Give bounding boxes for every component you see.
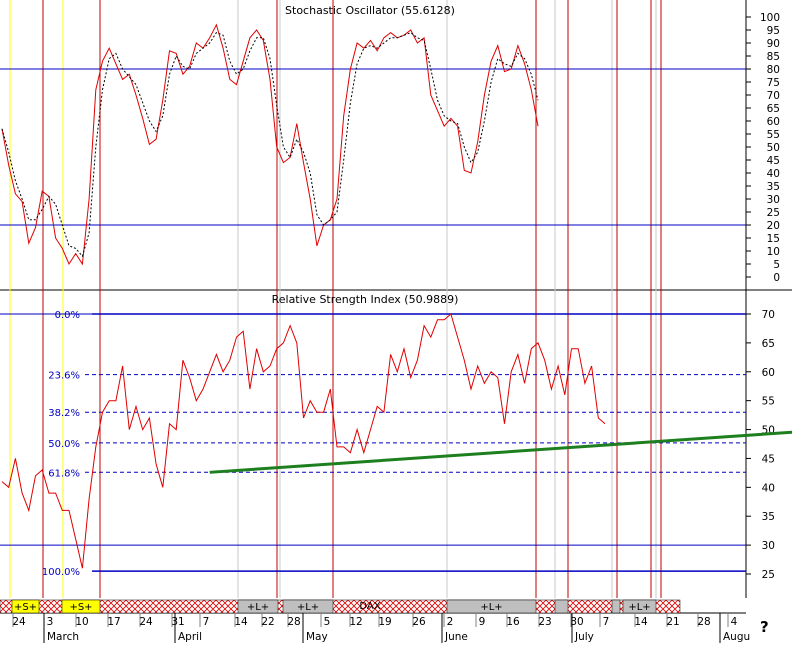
x-day-label: 23 [538,616,551,628]
signal-block [622,599,657,614]
rsi-line [1,313,606,569]
rsi-y-tick-label: 55 [762,396,775,408]
x-day-label: 24 [139,616,153,628]
signal-block-label: +L+ [628,602,650,613]
help-icon[interactable]: ? [760,618,769,636]
stoch-y-tick-label: 80 [767,64,780,76]
signal-block [61,599,101,614]
stoch-y-tick-label: 100 [760,12,780,24]
stoch-y-tick-label: 30 [767,194,780,206]
stoch-y-tick-label: 0 [773,272,780,284]
rsi-y-tick-label: 65 [762,338,775,350]
x-day-label: 31 [171,616,184,628]
dax-label: DAX [359,601,380,612]
signal-block-label: +L+ [247,602,269,613]
rsi-y-tick-label: 30 [762,540,775,552]
x-month-label: May [306,631,328,643]
stochastic-panel: Stochastic Oscillator (55.6128) 05101520… [0,4,780,284]
x-day-label: 21 [666,616,679,628]
signal-block [611,599,621,614]
signal-block-label: +S+ [69,602,92,613]
x-day-label: 26 [412,616,426,628]
x-day-label: 14 [634,616,648,628]
signal-block [11,599,40,614]
stoch-y-tick-label: 70 [767,90,780,102]
stoch-y-tick-label: 60 [767,116,780,128]
stoch-y-tick-label: 65 [767,103,780,115]
fib-level-label: 23.6% [48,371,80,382]
rsi-y-tick-label: 70 [762,309,775,321]
x-day-label: 14 [234,616,248,628]
x-day-label: 16 [506,616,520,628]
fib-level-label: 61.8% [48,468,80,479]
x-day-label: 19 [378,616,391,628]
x-month-label: April [178,631,202,643]
x-day-label: 7 [603,616,610,628]
stoch-y-tick-label: 25 [767,207,780,219]
stochastic-title: Stochastic Oscillator (55.6128) [285,4,455,17]
event-lines [9,0,662,598]
x-month-label: Augu [723,631,750,643]
stoch-y-tick-label: 45 [767,155,780,167]
x-day-label: 10 [75,616,88,628]
fib-level-label: 38.2% [48,408,80,419]
rsi-title: Relative Strength Index (50.9889) [272,293,459,306]
rsi-y-tick-label: 60 [762,367,775,379]
x-month-label: March [47,631,79,643]
stoch-y-tick-label: 15 [767,233,780,245]
x-day-label: 30 [570,616,583,628]
rsi-y-tick-label: 45 [762,453,775,465]
rsi-y-tick-label: 35 [762,511,775,523]
x-day-label: 22 [261,616,274,628]
x-day-label: 17 [107,616,120,628]
rsi-panel: Relative Strength Index (50.9889) 0.0% 23… [0,293,792,581]
stoch-y-tick-label: 90 [767,38,780,50]
x-month-label: July [574,631,594,643]
stoch-y-tick-label: 40 [767,168,780,180]
stoch-y-tick-label: 50 [767,142,780,154]
signal-block-label: +L+ [480,602,502,613]
stoch-y-tick-label: 35 [767,181,780,193]
x-day-label: 24 [12,616,26,628]
stoch-y-tick-label: 75 [767,77,780,89]
rsi-y-tick-label: 25 [762,569,775,581]
stoch-y-tick-label: 85 [767,51,780,63]
fib-level-label: 0.0% [55,310,80,321]
stoch-y-tick-label: 10 [767,246,780,258]
fib-level-label: 50.0% [48,439,80,450]
stoch-d-line [1,31,539,258]
x-day-label: 28 [697,616,710,628]
x-day-label: 2 [447,616,454,628]
fib-level-label: 100.0% [42,567,80,578]
x-day-label: 3 [47,616,54,628]
rsi-y-tick-label: 40 [762,482,775,494]
x-day-label: 5 [324,616,331,628]
stoch-y-tick-label: 95 [767,25,780,37]
signal-block [237,599,279,614]
stoch-y-tick-label: 20 [767,220,780,232]
time-axis: 24 3 10 17 24 31 7 14 22 28 5 12 19 26 2 9 16 23 30 7 14 21 28… [12,613,750,643]
x-day-label: 4 [731,616,738,628]
signal-block-label: +L+ [297,602,319,613]
stoch-y-tick-label: 5 [773,259,780,271]
stoch-y-tick-label: 55 [767,129,780,141]
signal-block [554,599,569,614]
signal-block-label: +S+ [14,602,37,613]
signal-bar-hatched [0,599,681,614]
x-day-label: 9 [479,616,486,628]
rsi-trendline [209,430,792,474]
signal-block [446,599,537,614]
stoch-k-line [1,23,539,266]
x-month-label: June [444,631,468,643]
x-day-label: 12 [349,616,362,628]
x-day-label: 7 [203,616,210,628]
x-day-label: 28 [287,616,300,628]
signal-block [282,599,334,614]
signal-bar: +S+ +S+ +L+ +L+ +L+ +L+ DAX [0,599,681,614]
